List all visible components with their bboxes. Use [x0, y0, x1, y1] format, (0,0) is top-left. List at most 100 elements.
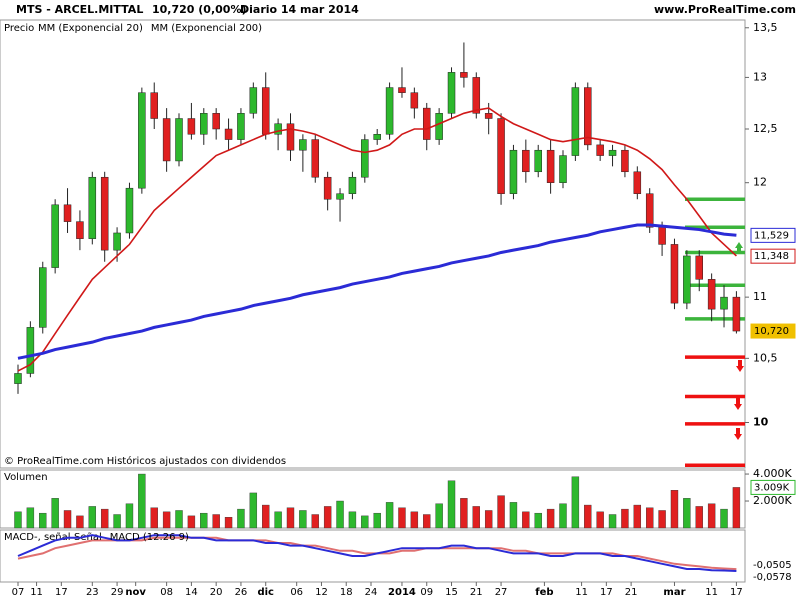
- candle-body: [26, 327, 35, 374]
- volume-bar: [385, 502, 394, 529]
- x-tick-label: 06: [290, 587, 303, 598]
- candle-body: [707, 279, 716, 310]
- price-label-box: [750, 227, 796, 243]
- y-tick-label: 12: [753, 176, 767, 189]
- last-price: 10,720 (0,00%): [152, 3, 247, 16]
- y-tick-label: 13: [753, 70, 767, 83]
- volume-bar: [76, 515, 84, 529]
- volume-bar: [336, 500, 344, 529]
- volume-bar: [621, 508, 629, 529]
- x-tick-label: dic: [257, 587, 274, 598]
- arrow-down: [736, 360, 744, 372]
- volume-bar: [398, 507, 406, 529]
- volume-bar: [200, 512, 208, 529]
- volume-label-box: [750, 479, 796, 495]
- x-tick-label: 11: [705, 587, 718, 598]
- volume-bar: [138, 473, 146, 529]
- x-tick-label: 29: [111, 587, 124, 598]
- volume-bar: [274, 511, 282, 529]
- candle-body: [385, 87, 394, 135]
- candle-body: [299, 139, 307, 151]
- candle-body: [200, 113, 208, 135]
- volume-bar: [100, 508, 109, 529]
- volume-bar: [683, 498, 691, 529]
- candle-body: [212, 113, 220, 130]
- candle-body: [670, 244, 679, 304]
- candle-body: [125, 187, 134, 234]
- x-tick-label: 17: [730, 587, 743, 598]
- x-tick-label: 26: [235, 587, 248, 598]
- legend-label: MM (Exponencial 20): [38, 23, 143, 34]
- volume-bar: [150, 507, 158, 529]
- volume-bar: [460, 498, 468, 529]
- x-tick-label: 15: [445, 587, 458, 598]
- x-tick-label: 08: [160, 587, 173, 598]
- volume-bar: [113, 514, 121, 529]
- y-tick-label: 4.000K: [753, 467, 792, 480]
- volume-bar: [323, 506, 332, 529]
- volume-bar: [497, 495, 505, 529]
- legend-label: MM (Exponencial 200): [151, 23, 262, 34]
- volume-bar: [262, 504, 270, 529]
- y-tick-label: 13,5: [753, 21, 778, 34]
- candle-body: [348, 176, 357, 194]
- x-tick-label: 27: [495, 587, 508, 598]
- volume-bar: [423, 514, 431, 529]
- x-tick-label: mar: [663, 587, 685, 598]
- candle-body: [460, 72, 468, 78]
- candle-body: [422, 107, 431, 140]
- x-tick-label: 11: [30, 587, 43, 598]
- volume-bar: [633, 504, 642, 529]
- x-tick-label: 12: [315, 587, 328, 598]
- candle-body: [224, 128, 233, 140]
- candle-body: [398, 87, 406, 93]
- price-pane: [0, 19, 746, 469]
- x-tick-label: 2014: [388, 587, 416, 598]
- volume-bar: [311, 514, 319, 529]
- candle-body: [286, 123, 295, 151]
- macd-title: MACD-, señal: [4, 532, 71, 543]
- candle-body: [150, 92, 158, 119]
- candle-body: [695, 255, 703, 280]
- candle-body: [311, 139, 320, 178]
- volume-bar: [63, 510, 72, 529]
- candle-body: [162, 118, 171, 162]
- candle-body: [14, 373, 22, 384]
- candle-body: [274, 123, 282, 135]
- x-tick-label: 11: [575, 587, 588, 598]
- volume-bar: [472, 506, 480, 529]
- volume-bar: [670, 490, 679, 529]
- candle-body: [323, 176, 332, 200]
- x-tick-label: 07: [12, 587, 25, 598]
- volume-bar: [26, 507, 35, 529]
- series-end-label: -0,0505: [753, 560, 792, 571]
- candle-body: [336, 193, 344, 200]
- arrow-down: [734, 428, 742, 440]
- macd-pane: [0, 529, 746, 583]
- volume-bar: [361, 515, 369, 529]
- x-tick-label: 20: [210, 587, 223, 598]
- y-tick-label: 12,5: [753, 122, 778, 135]
- volume-bar: [187, 515, 196, 529]
- candle-body: [373, 134, 381, 140]
- legend-label: Señal: [74, 532, 102, 543]
- candle-body: [720, 296, 728, 310]
- price-label-box: [750, 248, 796, 264]
- candle-body: [559, 155, 567, 183]
- volume-bar: [39, 512, 47, 529]
- volume-bar: [522, 511, 530, 529]
- candle-body: [658, 227, 666, 245]
- volume-bar: [707, 503, 716, 529]
- candle-body: [596, 144, 604, 156]
- footer: © ProRealTime.com Históricos ajustados c…: [4, 455, 286, 467]
- x-tick-label: 14: [185, 587, 198, 598]
- y-tick-label: 11: [753, 290, 767, 303]
- x-tick-label: nov: [125, 587, 146, 598]
- price-label: 11,348: [754, 251, 789, 262]
- volume-bar: [546, 508, 555, 529]
- volume-pane: [0, 469, 746, 529]
- candle-body: [633, 171, 642, 194]
- candle-body: [187, 118, 196, 135]
- volume-bar: [162, 511, 171, 529]
- candle-body: [261, 87, 270, 135]
